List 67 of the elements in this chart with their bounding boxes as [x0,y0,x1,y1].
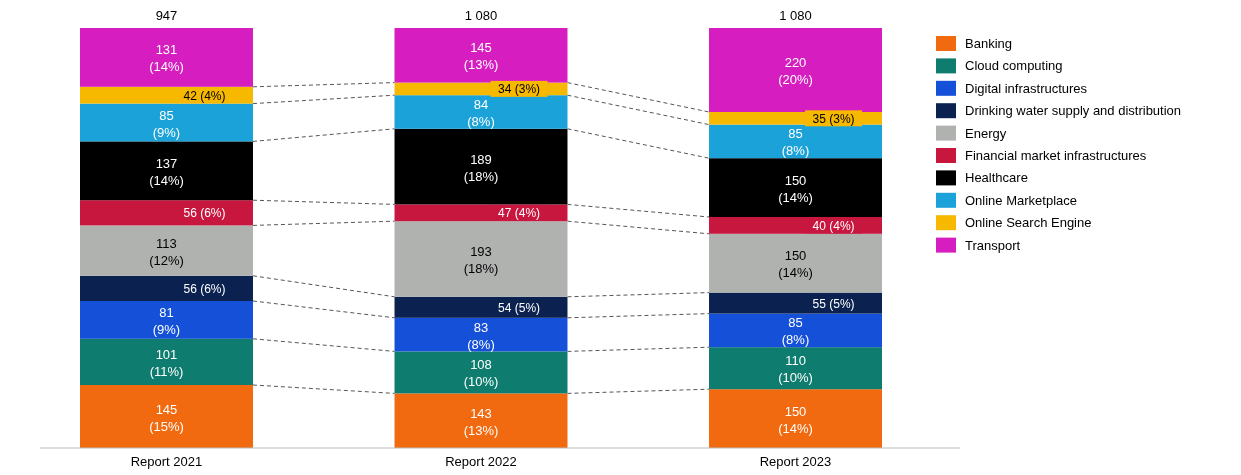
data-label: 101 (11%) [149,346,184,379]
data-label: 85 (8%) [781,315,810,348]
legend-label: Energy [965,125,1007,141]
data-label: 47 (4%) [498,206,541,221]
data-label: 55 (5%) [812,296,855,311]
data-label: 145 (13%) [463,40,499,73]
data-label: 131 (14%) [149,42,184,75]
data-label: 35 (3%) [812,111,855,126]
data-label: 150 (14%) [778,172,813,205]
bar [709,124,882,159]
bar [394,393,568,448]
x-tick-label: Report 2021 [130,454,203,469]
bar [394,317,568,352]
bar [80,385,253,448]
data-label: 56 (6%) [183,206,226,221]
text: 1 080 [779,8,812,23]
text: 947 [155,8,178,23]
bar [709,28,882,112]
x-tick-label: Report 2022 [445,454,517,469]
data-label: 81 (9%) [152,304,181,337]
bar [80,103,253,142]
bar [80,28,253,87]
text: 1 080 [464,8,498,23]
data-label: 220 (20%) [778,55,813,87]
bar [80,338,253,385]
data-label: 189 (18%) [463,151,499,184]
data-label: 150 (14%) [778,248,813,281]
data-label: 85 (8%) [781,126,810,159]
data-label: 56 (6%) [183,281,226,296]
bar [394,95,568,129]
data-label: 54 (5%) [498,300,541,315]
data-label: 40 (4%) [812,218,855,233]
legend-label: Online Search Engine [965,215,1092,231]
x-tick-label: Report 2023 [759,454,832,469]
legend-label: Digital infrastructures [965,80,1088,96]
legend-label: Healthcare [965,170,1028,186]
bar [394,128,568,205]
bar [709,233,882,293]
data-label: 84 (8%) [467,97,495,129]
data-label: 83 (8%) [467,319,495,352]
data-label: 42 (4%) [183,88,226,103]
bar [709,347,882,390]
data-label: 137 (14%) [149,155,184,188]
data-label: 108 (10%) [463,357,499,390]
legend-label: Drinking water supply and distribution [965,103,1182,119]
bar [709,313,882,348]
data-label: 145 (15%) [149,401,184,434]
bar [394,351,568,394]
legend-label: Transport [965,237,1021,253]
data-label: 143 (13%) [463,405,499,438]
bar [80,225,253,276]
legend-label: Online Marketplace [965,192,1077,208]
data-label: 85 (9%) [152,107,181,140]
data-label: 193 (18%) [463,244,499,276]
bar [80,141,253,201]
bar [394,28,568,83]
data-label: 110 (10%) [778,353,813,386]
data-label: 150 (14%) [778,403,813,436]
bar [709,158,882,217]
legend-label: Cloud computing [965,58,1063,74]
legend-label: Financial market infrastructures [965,148,1147,163]
data-label: 34 (3%) [498,82,541,97]
legend-label: Banking [965,36,1012,51]
bar [80,301,253,339]
data-label: 113 (12%) [149,235,184,268]
bar [394,221,568,297]
bar [709,389,882,448]
